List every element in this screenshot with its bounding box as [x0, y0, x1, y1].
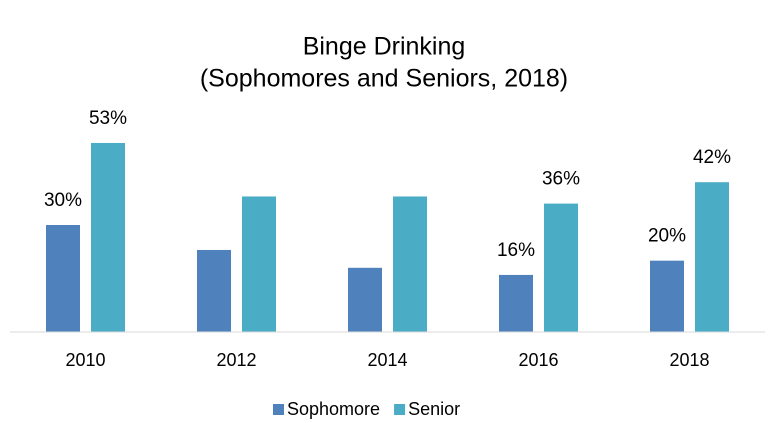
bar	[348, 267, 382, 332]
x-tick-label: 2018	[669, 350, 709, 370]
data-label: 42%	[693, 147, 731, 168]
bar	[46, 225, 80, 332]
x-tick-label: 2014	[367, 350, 407, 370]
data-label: 53%	[89, 108, 127, 129]
data-label: 36%	[542, 169, 580, 190]
bar	[393, 196, 427, 332]
legend-label: Senior	[408, 399, 460, 419]
data-label: 20%	[648, 226, 686, 247]
bar	[695, 182, 729, 332]
data-label: 16%	[497, 240, 535, 261]
bar	[544, 203, 578, 332]
bar	[650, 260, 684, 332]
bar	[499, 274, 533, 332]
x-tick-label: 2010	[65, 350, 105, 370]
legend-swatch	[273, 404, 284, 415]
data-label: 30%	[44, 190, 82, 211]
bar	[242, 196, 276, 332]
legend-swatch	[394, 404, 406, 415]
chart-subtitle: (Sophomores and Seniors, 2018)	[200, 65, 568, 93]
x-tick-label: 2012	[216, 350, 256, 370]
chart-title: Binge Drinking	[303, 33, 466, 61]
legend-label: Sophomore	[287, 399, 380, 419]
x-tick-label: 2016	[518, 350, 558, 370]
bar	[197, 249, 231, 332]
bar	[91, 142, 125, 332]
